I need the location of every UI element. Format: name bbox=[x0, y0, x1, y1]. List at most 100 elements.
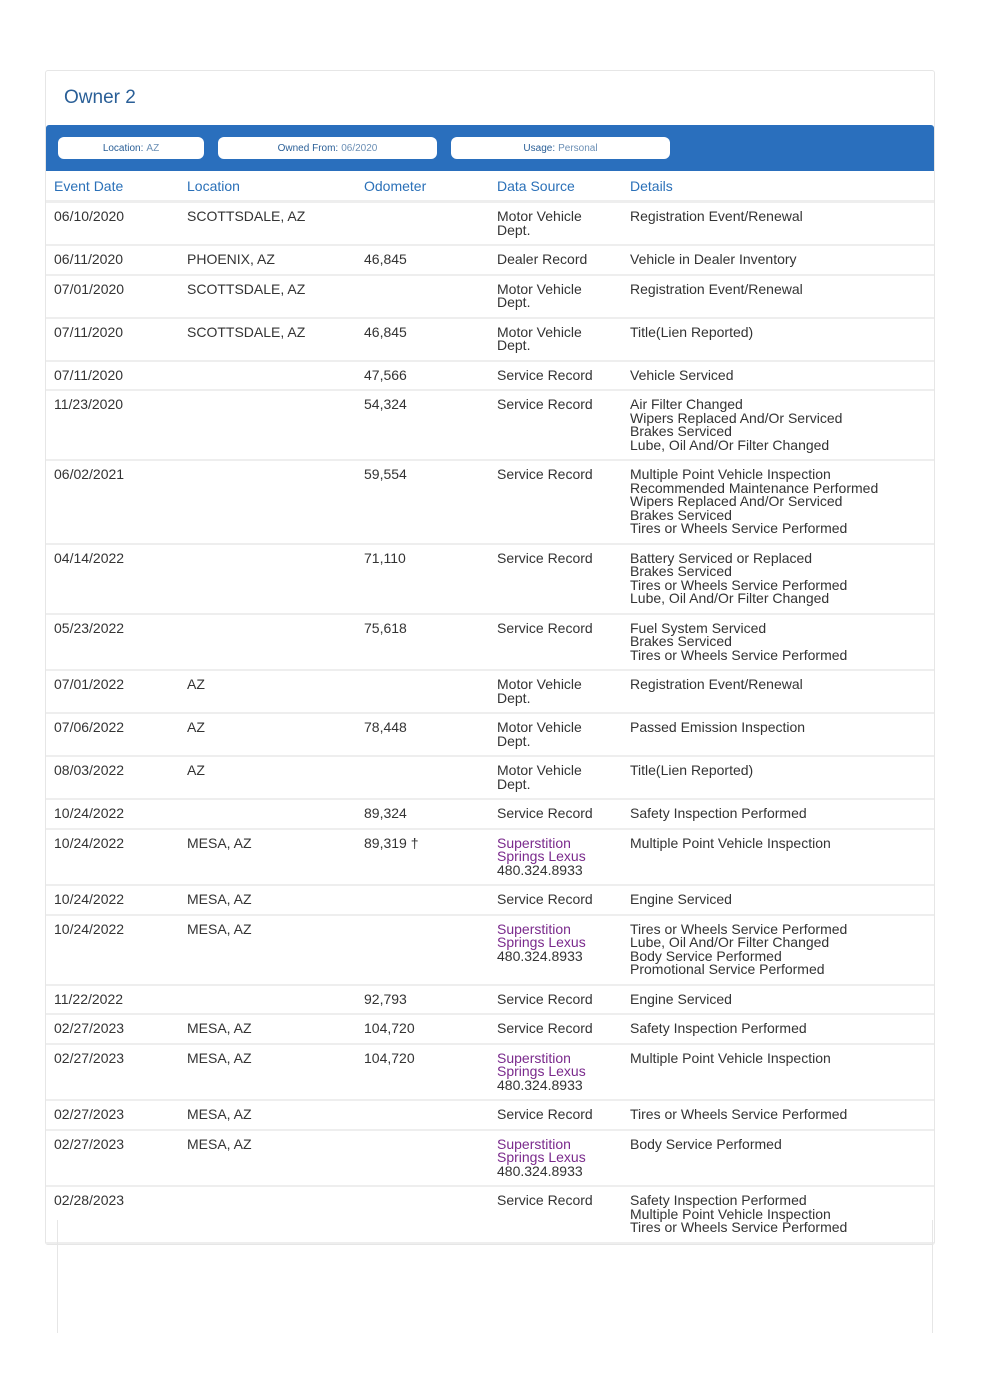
table-row: 06/02/2021 59,554 Service Record Multiple P… bbox=[46, 460, 934, 545]
dealer-name-link[interactable]: Springs Lexus bbox=[497, 1149, 586, 1165]
source-line: Motor Vehicle bbox=[497, 280, 582, 297]
source-line: Dept. bbox=[497, 337, 531, 353]
dealer-name-link[interactable]: Superstition bbox=[497, 834, 571, 851]
detail-line: Multiple Point Vehicle Inspection bbox=[630, 1205, 831, 1222]
detail-line: Registration Event/Renewal bbox=[630, 280, 803, 297]
event-date: 08/03/2022 bbox=[46, 756, 179, 800]
detail-line: Registration Event/Renewal bbox=[630, 676, 803, 692]
odometer: 89,319 † bbox=[356, 828, 489, 886]
detail-line: Safety Inspection Performed bbox=[630, 1020, 807, 1036]
source-line: Service Record bbox=[497, 619, 593, 636]
odometer bbox=[356, 885, 489, 916]
location bbox=[179, 543, 356, 615]
data-source: Motor Vehicle Dept. bbox=[489, 201, 622, 246]
details: Multiple Point Vehicle Inspection bbox=[622, 1043, 934, 1101]
col-odometer: Odometer bbox=[356, 171, 489, 203]
source-line: Dept. bbox=[497, 294, 531, 310]
location bbox=[179, 613, 356, 671]
source-line: Service Record bbox=[497, 1106, 593, 1122]
dealer-name-link[interactable]: Springs Lexus bbox=[497, 1063, 586, 1079]
event-date: 07/06/2022 bbox=[46, 713, 179, 757]
table-row: 10/24/2022 MESA, AZ Superstition Springs Le… bbox=[46, 914, 934, 986]
data-source: Motor Vehicle Dept. bbox=[489, 274, 622, 319]
location bbox=[179, 799, 356, 830]
event-date: 11/23/2020 bbox=[46, 390, 179, 461]
usage-pill: Usage: Personal bbox=[451, 137, 670, 159]
detail-line: Wipers Replaced And/Or Serviced bbox=[630, 409, 843, 426]
source-line: Service Record bbox=[497, 1020, 593, 1036]
table-row: 07/06/2022 AZ 78,448 Motor Vehicle Dept. Pass… bbox=[46, 713, 934, 757]
detail-line: Body Service Performed bbox=[630, 947, 782, 964]
location-pill: Location: AZ bbox=[58, 137, 204, 159]
location: SCOTTSDALE, AZ bbox=[179, 274, 356, 319]
event-date: 02/27/2023 bbox=[46, 1129, 179, 1187]
data-source: Superstition Springs Lexus 480.324.8933 bbox=[489, 914, 622, 986]
detail-line: Multiple Point Vehicle Inspection bbox=[630, 1049, 831, 1066]
details: Vehicle in Dealer Inventory bbox=[622, 245, 934, 276]
data-source: Service Record bbox=[489, 1186, 622, 1244]
event-date: 06/10/2020 bbox=[46, 201, 179, 246]
data-source: Service Record bbox=[489, 799, 622, 830]
odometer bbox=[356, 1129, 489, 1187]
location bbox=[179, 984, 356, 1015]
data-source: Service Record bbox=[489, 390, 622, 461]
dealer-name-link[interactable]: Superstition bbox=[497, 1049, 571, 1066]
details: Title(Lien Reported) bbox=[622, 317, 934, 362]
detail-line: Tires or Wheels Service Performed bbox=[630, 1106, 848, 1122]
detail-line: Tires or Wheels Service Performed bbox=[630, 920, 848, 937]
source-line: Service Record bbox=[497, 466, 593, 482]
dealer-name-link[interactable]: Superstition bbox=[497, 1135, 571, 1152]
odometer: 54,324 bbox=[356, 390, 489, 461]
pill-value: Personal bbox=[558, 142, 598, 154]
owner-card: Owner 2 Location: AZ Owned From: 06/2020 U… bbox=[45, 70, 935, 1245]
event-date: 05/23/2022 bbox=[46, 613, 179, 671]
data-source: Service Record bbox=[489, 984, 622, 1015]
divider bbox=[932, 1220, 933, 1333]
event-date: 02/28/2023 bbox=[46, 1186, 179, 1244]
detail-line: Tires or Wheels Service Performed bbox=[630, 1219, 848, 1235]
pill-label: Owned From: bbox=[277, 142, 339, 154]
data-source: Superstition Springs Lexus 480.324.8933 bbox=[489, 1043, 622, 1101]
data-source: Motor Vehicle Dept. bbox=[489, 317, 622, 362]
source-line: Motor Vehicle bbox=[497, 719, 582, 735]
detail-line: Lube, Oil And/Or Filter Changed bbox=[630, 436, 830, 453]
detail-line: Brakes Serviced bbox=[630, 563, 732, 579]
source-line: Service Record bbox=[497, 805, 593, 821]
table-row: 07/11/2020 47,566 Service Record Vehicle Se… bbox=[46, 360, 934, 391]
event-date: 10/24/2022 bbox=[46, 914, 179, 986]
detail-line: Brakes Serviced bbox=[630, 633, 732, 649]
details: Registration Event/Renewal bbox=[622, 670, 934, 714]
data-source: Motor Vehicle Dept. bbox=[489, 670, 622, 714]
data-source: Dealer Record bbox=[489, 245, 622, 276]
detail-line: Multiple Point Vehicle Inspection bbox=[630, 834, 831, 851]
dealer-name-link[interactable]: Superstition bbox=[497, 920, 571, 937]
owner-title: Owner 2 bbox=[64, 87, 136, 108]
table-row: 11/22/2022 92,793 Service Record Engine Ser… bbox=[46, 984, 934, 1015]
odometer: 46,845 bbox=[356, 317, 489, 362]
dealer-name-link[interactable]: Springs Lexus bbox=[497, 934, 586, 950]
dealer-name-link[interactable]: Springs Lexus bbox=[497, 848, 586, 864]
source-line: Dept. bbox=[497, 775, 531, 792]
source-line: 480.324.8933 bbox=[497, 1162, 583, 1179]
table-row: 10/24/2022 89,324 Service Record Safety Ins… bbox=[46, 799, 934, 830]
detail-line: Tires or Wheels Service Performed bbox=[630, 520, 848, 536]
source-line: Service Record bbox=[497, 396, 593, 412]
details: Air Filter Changed Wipers Replaced And/Or… bbox=[622, 390, 934, 461]
details: Engine Serviced bbox=[622, 984, 934, 1015]
source-line: Motor Vehicle bbox=[497, 323, 582, 340]
detail-line: Passed Emission Inspection bbox=[630, 719, 806, 735]
table-row: 07/01/2020 SCOTTSDALE, AZ Motor Vehicle Dep… bbox=[46, 274, 934, 319]
table-row: 02/27/2023 MESA, AZ 104,720 Service Record S… bbox=[46, 1014, 934, 1045]
odometer: 104,720 bbox=[356, 1014, 489, 1045]
event-date: 02/27/2023 bbox=[46, 1043, 179, 1101]
details: Multiple Point Vehicle Inspection Recomme… bbox=[622, 460, 934, 545]
table-header: Event Date Location Odometer Data Source… bbox=[46, 171, 934, 203]
data-source: Motor Vehicle Dept. bbox=[489, 713, 622, 757]
table-row: 02/27/2023 MESA, AZ Superstition Springs Le… bbox=[46, 1129, 934, 1187]
table-row: 10/24/2022 MESA, AZ 89,319 † Superstition Sp… bbox=[46, 828, 934, 886]
col-event-date: Event Date bbox=[46, 171, 179, 203]
pill-label: Location: bbox=[102, 142, 144, 154]
detail-line: Engine Serviced bbox=[630, 990, 732, 1007]
source-line: Service Record bbox=[497, 990, 593, 1007]
event-date: 10/24/2022 bbox=[46, 828, 179, 886]
